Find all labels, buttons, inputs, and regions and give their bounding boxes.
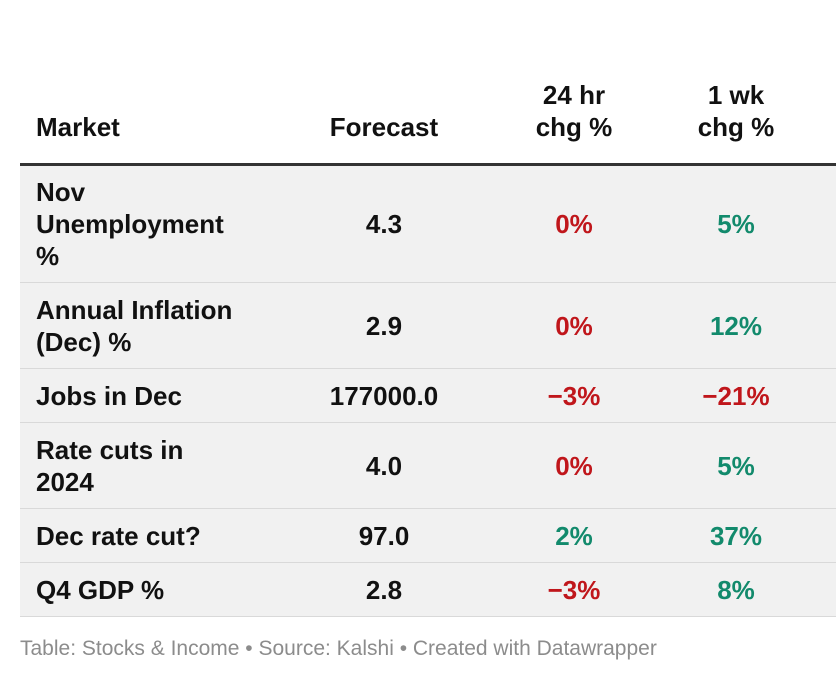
- source-footer: Table: Stocks & Income • Source: Kalshi …: [20, 637, 657, 660]
- cell-24hr-change: 0%: [555, 209, 593, 239]
- cell-market: Jobs in Dec: [20, 369, 256, 423]
- table-row: Jobs in Dec 177000.0 −3% −21%: [20, 368, 836, 423]
- cell-1wk-change: 5%: [717, 209, 755, 239]
- market-label: Q4 GDP %: [36, 574, 165, 605]
- market-label: Rate cuts in 2024: [36, 434, 184, 497]
- market-label: Jobs in Dec: [36, 380, 182, 411]
- cell-24hr-change: −3%: [547, 574, 601, 605]
- table-row: Nov Unemployment % 4.3 0% 5%: [20, 164, 836, 283]
- cell-1wk-change: 5%: [717, 450, 755, 481]
- cell-1wk-change: 37%: [709, 520, 763, 551]
- cell-market: Rate cuts in 2024: [20, 423, 256, 509]
- cell-forecast: 97.0: [358, 520, 410, 551]
- cell-forecast: 4.3: [365, 209, 403, 239]
- market-label: Nov Unemployment %: [36, 177, 224, 271]
- header-24hr-change: 24 hr chg %: [512, 55, 636, 166]
- header-market: Market: [20, 55, 256, 166]
- table-row: Q4 GDP % 2.8 −3% 8%: [20, 562, 836, 617]
- cell-forecast: 177000.0: [329, 380, 439, 411]
- header-row: Market Forecast 24 hr chg % 1 wk chg %: [20, 55, 836, 166]
- cell-market: Dec rate cut?: [20, 509, 256, 563]
- cell-24hr-change: 0%: [555, 310, 593, 341]
- cell-24hr-change: −3%: [547, 380, 601, 411]
- header-1wk-change: 1 wk chg %: [636, 55, 836, 166]
- market-label: Annual Inflation (Dec) %: [36, 294, 233, 357]
- cell-market: Annual Inflation (Dec) %: [20, 283, 256, 369]
- market-label: Dec rate cut?: [36, 520, 201, 551]
- forecast-table-wrapper: Market Forecast 24 hr chg % 1 wk chg % N…: [20, 55, 836, 617]
- forecast-table: Market Forecast 24 hr chg % 1 wk chg % N…: [20, 55, 836, 617]
- table-body: Nov Unemployment % 4.3 0% 5% Annual Inflatio…: [20, 164, 836, 617]
- cell-1wk-change: 12%: [709, 310, 763, 341]
- cell-1wk-change: −21%: [702, 380, 770, 411]
- cell-1wk-change: 8%: [717, 574, 755, 605]
- cell-forecast: 2.8: [365, 574, 403, 605]
- table-header: Market Forecast 24 hr chg % 1 wk chg %: [20, 55, 836, 166]
- table-row: Dec rate cut? 97.0 2% 37%: [20, 508, 836, 563]
- cell-forecast: 4.0: [365, 450, 403, 481]
- table-row: Annual Inflation (Dec) % 2.9 0% 12%: [20, 282, 836, 369]
- cell-24hr-change: 0%: [555, 450, 593, 481]
- header-forecast: Forecast: [256, 55, 512, 166]
- table-row: Rate cuts in 2024 4.0 0% 5%: [20, 422, 836, 509]
- cell-forecast: 2.9: [365, 310, 403, 341]
- cell-market: Nov Unemployment %: [20, 165, 256, 283]
- cell-market: Q4 GDP %: [20, 563, 256, 617]
- cell-24hr-change: 2%: [555, 520, 593, 551]
